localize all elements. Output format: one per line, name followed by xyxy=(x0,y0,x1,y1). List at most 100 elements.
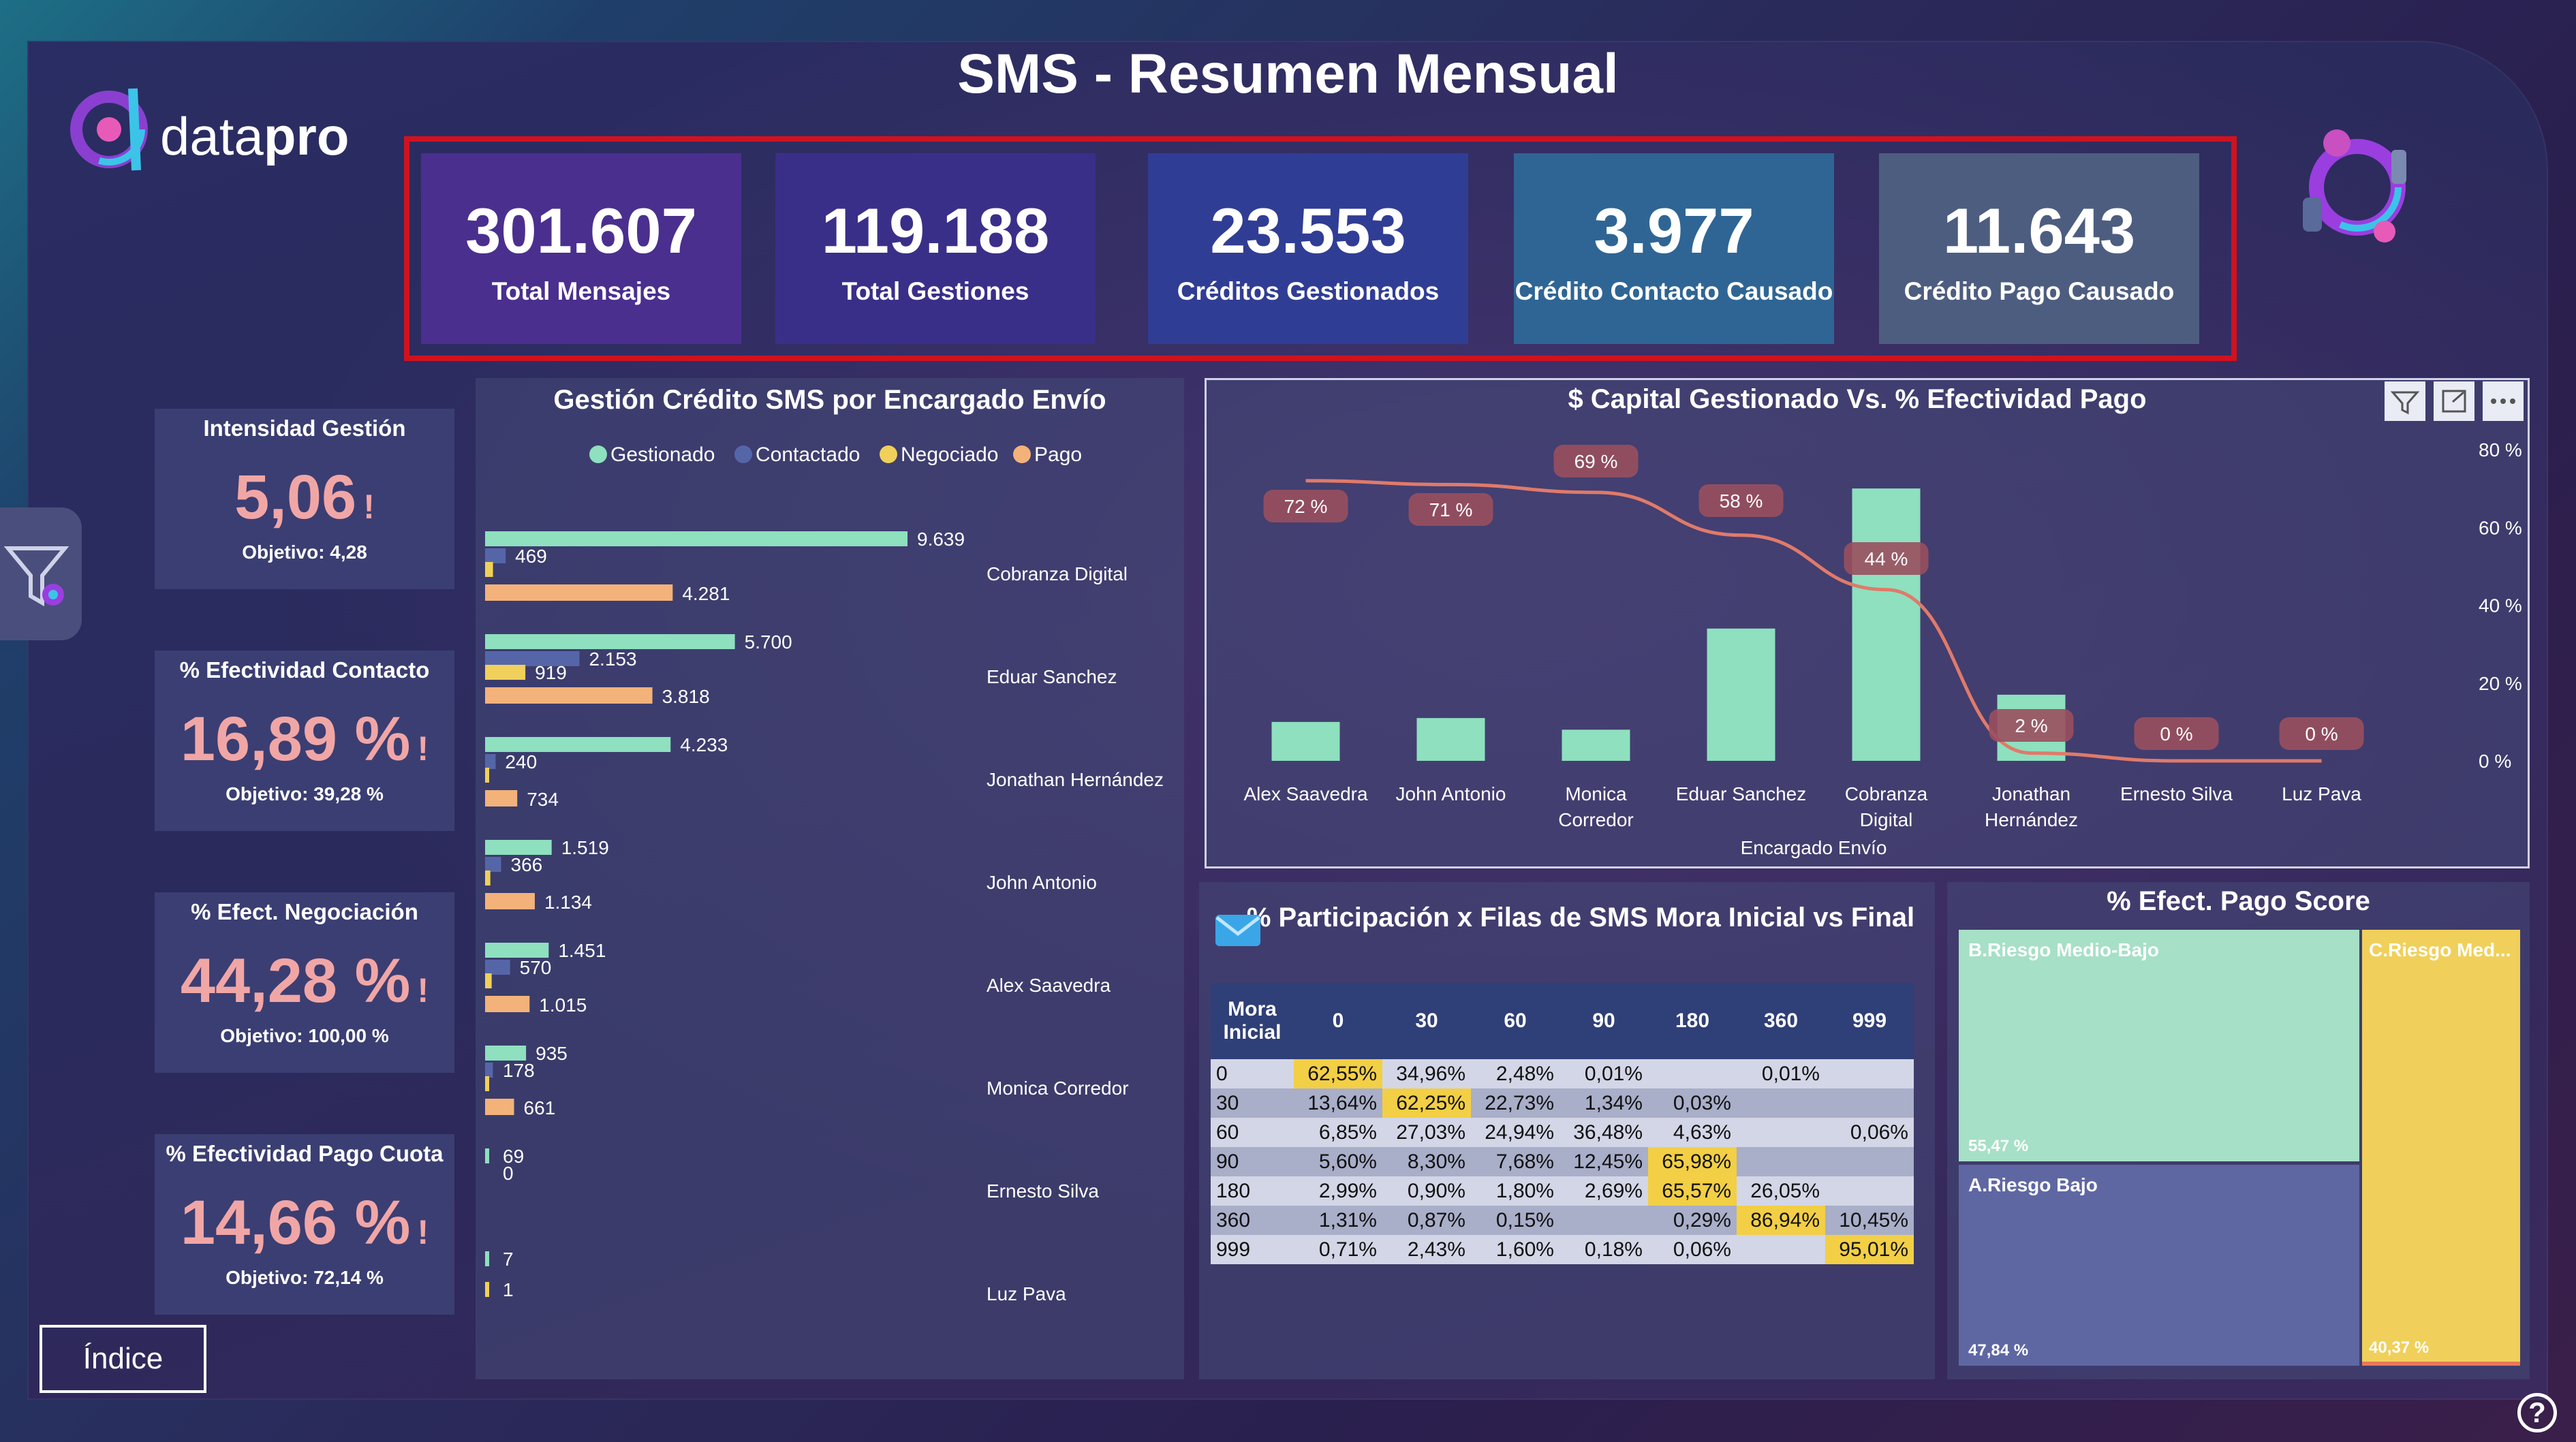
bar-pago xyxy=(485,893,535,909)
bar-negociado xyxy=(485,973,492,988)
bar-gestionado xyxy=(485,840,552,855)
matrix-cell: 0,18% xyxy=(1559,1235,1648,1264)
focus-mode-button[interactable] xyxy=(2434,381,2474,421)
matrix-column-header: 360 xyxy=(1737,983,1825,1059)
bar-gestionado xyxy=(485,943,549,958)
bar-gestionado xyxy=(485,634,735,649)
matrix-cell: 12,45% xyxy=(1559,1147,1648,1176)
bar-negociado xyxy=(485,871,491,885)
card-objective: Objetivo: 100,00 % xyxy=(220,1025,389,1046)
data-label-bg xyxy=(1844,542,1929,575)
data-label: 919 xyxy=(535,662,567,683)
data-label: 58 % xyxy=(1720,490,1763,512)
visual-filter-button[interactable] xyxy=(2385,381,2425,421)
data-label: 178 xyxy=(503,1060,535,1081)
data-label: 4.281 xyxy=(682,583,730,604)
card-value: 14,66 %! xyxy=(180,1188,429,1257)
data-label: 2.153 xyxy=(589,648,636,670)
legend-label: Pago xyxy=(1034,443,1082,466)
data-label-bg xyxy=(1989,709,2074,742)
treemap-tile[interactable]: B.Riesgo Medio-Bajo 55,47 % xyxy=(1959,930,2359,1161)
matrix-row-header: 60 xyxy=(1211,1118,1294,1147)
category-label: Luz Pava xyxy=(987,1283,1066,1304)
y-axis-tick: 60 % xyxy=(2479,517,2522,538)
data-label: 1.519 xyxy=(561,837,609,858)
capital-bar xyxy=(1562,730,1630,761)
bar-gestionado xyxy=(485,1251,489,1266)
matrix-cell: 1,31% xyxy=(1294,1206,1382,1235)
alert-icon[interactable]: ! xyxy=(417,971,429,1009)
matrix-cell: 2,99% xyxy=(1294,1176,1382,1206)
filter-pane-toggle[interactable] xyxy=(0,507,82,640)
card-efect-negociacion: % Efect. Negociación 44,28 %! Objetivo: … xyxy=(155,892,454,1073)
tile-value: 55,47 % xyxy=(1968,1137,2029,1155)
more-options-button[interactable] xyxy=(2483,381,2524,421)
data-label: 661 xyxy=(524,1097,556,1118)
matrix-cell: 1,80% xyxy=(1471,1176,1559,1206)
alert-icon[interactable]: ! xyxy=(363,488,375,526)
matrix-cell xyxy=(1737,1235,1825,1264)
category-label: Digital xyxy=(1860,809,1913,830)
category-label: Jonathan Hernández xyxy=(987,769,1164,790)
chart-title: % Participación x Filas de SMS Mora Inic… xyxy=(1246,903,1915,932)
alert-icon[interactable]: ! xyxy=(417,1213,429,1251)
matrix-column-header: 60 xyxy=(1471,983,1559,1059)
matrix-mora: Mora Inicial 0 30 60 90 180 360 999 0 62,55% 34,96… xyxy=(1211,983,1914,1264)
legend-marker xyxy=(1013,445,1031,463)
matrix-cell: 6,85% xyxy=(1294,1118,1382,1147)
chart-capital-gestionado: 80 % 60 % 40 % 20 % 0 % 72 % 71 % 69 % 58 % 44 % 2… xyxy=(1243,439,2522,858)
matrix-cell: 1,34% xyxy=(1559,1088,1648,1118)
treemap-tile[interactable]: A.Riesgo Bajo 47,84 % xyxy=(1959,1165,2359,1366)
category-label: Eduar Sanchez xyxy=(1676,783,1806,804)
bar-pago xyxy=(485,790,518,806)
matrix-cell: 4,63% xyxy=(1648,1118,1737,1147)
data-label: 734 xyxy=(527,789,559,810)
data-label-bg xyxy=(2279,717,2364,750)
expand-icon xyxy=(2442,390,2466,413)
matrix-row: 999 0,71% 2,43% 1,60% 0,18% 0,06% 95,01% xyxy=(1211,1235,1914,1264)
data-label: 4.233 xyxy=(680,734,728,755)
category-label: Corredor xyxy=(1558,809,1633,830)
kpi-creditos-gestionados: 23.553 Créditos Gestionados xyxy=(1148,153,1468,344)
card-title: Intensidad Gestión xyxy=(203,416,406,441)
more-options-icon xyxy=(2491,398,2515,404)
page-title: SMS - Resumen Mensual xyxy=(957,43,1619,105)
matrix-cell: 0,01% xyxy=(1737,1059,1825,1088)
matrix-cell: 22,73% xyxy=(1471,1088,1559,1118)
treemap-tile[interactable]: C.Riesgo Med... 40,37 % xyxy=(2362,930,2520,1366)
index-button[interactable]: Índice xyxy=(40,1325,206,1393)
chart-title: % Efect. Pago Score xyxy=(2107,886,2370,916)
category-label: Eduar Sanchez xyxy=(987,666,1117,687)
alert-icon[interactable]: ! xyxy=(417,730,429,768)
bar-contactado xyxy=(485,548,506,563)
data-label: 2 % xyxy=(2015,715,2047,736)
matrix-column-header: 180 xyxy=(1648,983,1737,1059)
data-label: 72 % xyxy=(1284,496,1328,517)
matrix-cell: 2,43% xyxy=(1382,1235,1471,1264)
bar-gestionado xyxy=(485,737,671,752)
matrix-cell: 24,94% xyxy=(1471,1118,1559,1147)
chart-title: $ Capital Gestionado Vs. % Efectividad P… xyxy=(1568,384,2147,414)
matrix-cell xyxy=(1559,1206,1648,1235)
category-label: Hernández xyxy=(1985,809,2078,830)
bar-negociado xyxy=(485,562,493,577)
matrix-cell xyxy=(1737,1118,1825,1147)
bar-pago xyxy=(485,996,530,1012)
matrix-row: 90 5,60% 8,30% 7,68% 12,45% 65,98% xyxy=(1211,1147,1914,1176)
filter-icon xyxy=(3,546,69,607)
matrix-cell: 0,87% xyxy=(1382,1206,1471,1235)
tile-value: 47,84 % xyxy=(1968,1341,2029,1360)
capital-bar xyxy=(1852,488,1921,761)
help-icon[interactable]: ? xyxy=(2517,1393,2557,1432)
category-label: Ernesto Silva xyxy=(987,1180,1099,1202)
category-label: John Antonio xyxy=(987,872,1097,893)
data-label: 0 % xyxy=(2305,723,2338,744)
kpi-label: Crédito Contacto Causado xyxy=(1515,277,1833,305)
capital-bar xyxy=(1707,628,1775,761)
matrix-cell: 0,06% xyxy=(1825,1118,1914,1147)
data-label: 7 xyxy=(503,1249,514,1270)
matrix-cell: 86,94% xyxy=(1737,1206,1825,1235)
matrix-cell: 62,25% xyxy=(1382,1088,1471,1118)
x-axis-title: Encargado Envío xyxy=(1741,837,1887,858)
matrix-row: 60 6,85% 27,03% 24,94% 36,48% 4,63% 0,06% xyxy=(1211,1118,1914,1147)
